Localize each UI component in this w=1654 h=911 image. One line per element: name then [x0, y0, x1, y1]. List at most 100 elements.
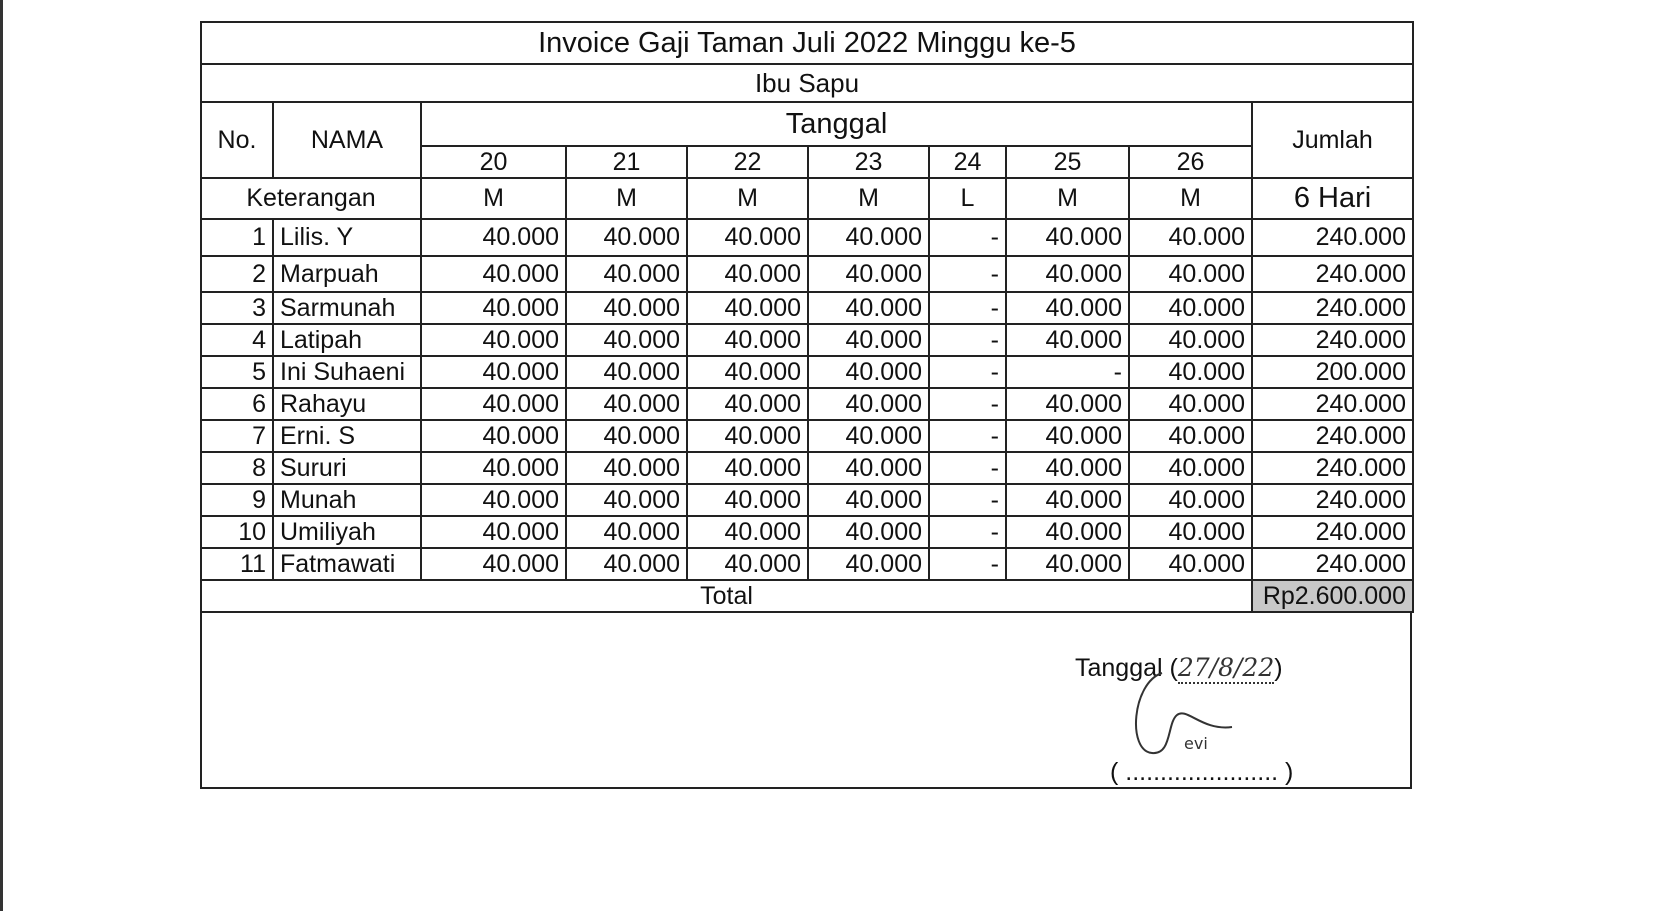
- row-amount: -: [928, 451, 1007, 485]
- row-amount: 40.000: [420, 323, 567, 357]
- invoice-title: Invoice Gaji Taman Juli 2022 Minggu ke-5: [200, 21, 1414, 65]
- header-code: M: [1005, 177, 1130, 220]
- header-days: 6 Hari: [1251, 177, 1414, 220]
- row-amount: 40.000: [565, 515, 688, 549]
- row-no: 11: [200, 547, 274, 581]
- row-amount: 40.000: [565, 483, 688, 517]
- row-total: 240.000: [1251, 291, 1414, 325]
- row-name: Ini Suhaeni: [272, 355, 422, 389]
- row-total: 240.000: [1251, 515, 1414, 549]
- row-amount: 40.000: [565, 355, 688, 389]
- row-amount: 40.000: [1128, 218, 1253, 257]
- row-amount: 40.000: [807, 218, 930, 257]
- row-amount: 40.000: [1128, 355, 1253, 389]
- row-total: 240.000: [1251, 218, 1414, 257]
- row-amount: 40.000: [1128, 547, 1253, 581]
- row-amount: 40.000: [1128, 515, 1253, 549]
- row-amount: 40.000: [565, 547, 688, 581]
- row-amount: 40.000: [686, 483, 809, 517]
- row-total: 200.000: [1251, 355, 1414, 389]
- row-amount: 40.000: [420, 291, 567, 325]
- invoice-sheet: Invoice Gaji Taman Juli 2022 Minggu ke-5…: [200, 21, 1414, 789]
- row-total: 240.000: [1251, 483, 1414, 517]
- header-code: M: [1128, 177, 1253, 220]
- row-amount: 40.000: [1128, 323, 1253, 357]
- row-amount: 40.000: [565, 387, 688, 421]
- row-amount: 40.000: [686, 515, 809, 549]
- row-name: Latipah: [272, 323, 422, 357]
- header-nama: NAMA: [272, 101, 422, 179]
- row-amount: 40.000: [420, 387, 567, 421]
- row-amount: 40.000: [420, 255, 567, 293]
- table-row: 4 Latipah 40.000 40.000 40.000 40.000-40.000 4…: [200, 323, 1414, 357]
- row-amount: -: [928, 291, 1007, 325]
- row-amount: 40.000: [686, 355, 809, 389]
- row-no: 1: [200, 218, 274, 257]
- row-name: Munah: [272, 483, 422, 517]
- row-amount: -: [928, 547, 1007, 581]
- row-amount: 40.000: [420, 451, 567, 485]
- row-amount: 40.000: [807, 323, 930, 357]
- row-no: 3: [200, 291, 274, 325]
- row-name: Erni. S: [272, 419, 422, 453]
- row-amount: 40.000: [1128, 255, 1253, 293]
- row-name: Lilis. Y: [272, 218, 422, 257]
- row-amount: 40.000: [565, 255, 688, 293]
- row-no: 10: [200, 515, 274, 549]
- row-amount: 40.000: [565, 419, 688, 453]
- header-date: 24: [928, 145, 1007, 179]
- table-row: 10 Umiliyah 40.000 40.000 40.000 40.000-40.00…: [200, 515, 1414, 549]
- table-row: 7 Erni. S 40.000 40.000 40.000 40.000-40.000 4…: [200, 419, 1414, 453]
- row-amount: 40.000: [807, 451, 930, 485]
- header-jumlah: Jumlah: [1251, 101, 1414, 179]
- row-amount: 40.000: [565, 323, 688, 357]
- row-name: Rahayu: [272, 387, 422, 421]
- row-no: 8: [200, 451, 274, 485]
- header-date: 21: [565, 145, 688, 179]
- row-total: 240.000: [1251, 419, 1414, 453]
- row-amount: 40.000: [686, 387, 809, 421]
- signature-area: Tanggal (27/8/22) evi ( ................…: [200, 613, 1412, 789]
- table-row: 5 Ini Suhaeni 40.000 40.000 40.000 40.000- -40…: [200, 355, 1414, 389]
- row-amount: 40.000: [1128, 419, 1253, 453]
- row-total: 240.000: [1251, 547, 1414, 581]
- row-amount: 40.000: [1128, 483, 1253, 517]
- row-name: Sarmunah: [272, 291, 422, 325]
- row-amount: 40.000: [807, 255, 930, 293]
- row-amount: 40.000: [1128, 291, 1253, 325]
- row-amount: 40.000: [1005, 483, 1130, 517]
- row-amount: 40.000: [1005, 547, 1130, 581]
- row-amount: 40.000: [1005, 451, 1130, 485]
- row-no: 7: [200, 419, 274, 453]
- row-amount: 40.000: [807, 483, 930, 517]
- row-no: 9: [200, 483, 274, 517]
- total-value: Rp2.600.000: [1251, 579, 1414, 613]
- table-row: 8 Sururi 40.000 40.000 40.000 40.000-40.000 40…: [200, 451, 1414, 485]
- scan-edge: [0, 0, 3, 911]
- row-amount: 40.000: [1128, 451, 1253, 485]
- row-amount: 40.000: [1005, 255, 1130, 293]
- header-date: 20: [420, 145, 567, 179]
- header-code: M: [420, 177, 567, 220]
- name-dots: ......................: [1125, 758, 1279, 786]
- signature-date: Tanggal (27/8/22): [1075, 653, 1283, 684]
- table-row: 9 Munah 40.000 40.000 40.000 40.000-40.000 40.…: [200, 483, 1414, 517]
- row-amount: -: [928, 255, 1007, 293]
- row-no: 5: [200, 355, 274, 389]
- header-code: L: [928, 177, 1007, 220]
- date-label: Tanggal: [1075, 654, 1163, 682]
- row-amount: 40.000: [807, 515, 930, 549]
- row-amount: 40.000: [686, 547, 809, 581]
- table-row: 3 Sarmunah 40.000 40.000 40.000 40.000-40.000…: [200, 291, 1414, 325]
- row-amount: 40.000: [686, 255, 809, 293]
- header-date: 25: [1005, 145, 1130, 179]
- row-amount: 40.000: [420, 547, 567, 581]
- row-amount: 40.000: [807, 387, 930, 421]
- row-total: 240.000: [1251, 451, 1414, 485]
- header-date: 26: [1128, 145, 1253, 179]
- signature-scribble: evi: [1135, 672, 1233, 755]
- row-amount: 40.000: [420, 515, 567, 549]
- row-amount: -: [928, 218, 1007, 257]
- row-total: 240.000: [1251, 323, 1414, 357]
- row-amount: 40.000: [1005, 218, 1130, 257]
